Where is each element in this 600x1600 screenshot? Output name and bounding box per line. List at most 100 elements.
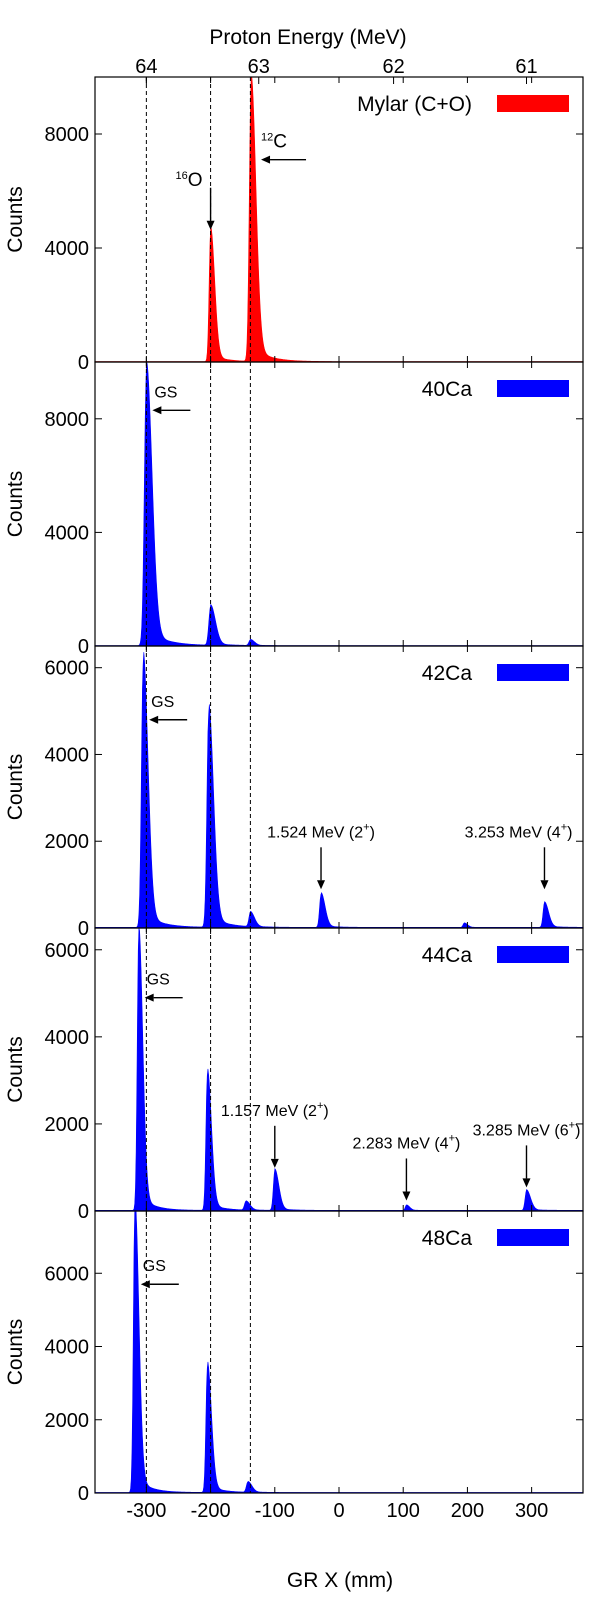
legend-swatch (497, 95, 569, 112)
annotation: 3.253 MeV (4+) (465, 821, 573, 890)
y-axis-label: Counts (4, 471, 27, 538)
spectrum-series (94, 361, 584, 647)
y-tick-label: 6000 (45, 658, 90, 680)
annotation-label: GS (143, 1258, 166, 1275)
y-tick-label: 2000 (45, 1114, 90, 1136)
y-tick-label: 0 (78, 636, 89, 658)
spectrum-series (94, 1210, 584, 1494)
annotation: 3.285 MeV (6+) (473, 1119, 581, 1188)
y-tick-label: 2000 (45, 831, 90, 853)
annotation-arrow-head (140, 1280, 150, 1289)
y-axis-label: Counts (4, 754, 27, 821)
annotation-arrow-head (402, 1191, 411, 1201)
annotation-label: 2.283 MeV (4+) (353, 1132, 461, 1152)
panel-frame (94, 1210, 584, 1494)
annotation: 16O (176, 170, 215, 230)
annotation: 1.524 MeV (2+) (267, 821, 375, 890)
panel-frame (94, 645, 584, 929)
x-tick-label: 200 (451, 1500, 484, 1522)
annotation-arrow (152, 406, 191, 415)
y-tick-label: 8000 (45, 124, 90, 146)
annotation-arrow-head (206, 220, 215, 230)
top-axis-tick-label: 64 (135, 56, 157, 78)
panel-0: 0 4000 8000 Counts Mylar (C+O) 16O 12C (4, 76, 584, 374)
annotation-arrow-head (261, 155, 271, 164)
annotation-arrow (540, 847, 549, 890)
annotation-arrow-head (540, 880, 549, 890)
legend-label: 44Ca (422, 944, 473, 967)
annotation-arrow-head (522, 1178, 531, 1188)
legend-swatch (497, 946, 569, 963)
annotation-arrow (402, 1158, 411, 1201)
y-axis-label: Counts (4, 1036, 27, 1103)
legend-label: Mylar (C+O) (357, 93, 472, 116)
y-tick-label: 0 (78, 1201, 89, 1223)
annotation-label: 1.157 MeV (2+) (221, 1100, 329, 1120)
annotation-arrow (206, 187, 215, 230)
annotation-label: GS (147, 972, 170, 989)
x-axis-title: GR X (mm) (287, 1569, 393, 1592)
y-tick-label: 4000 (45, 238, 90, 260)
panel-frame (94, 927, 584, 1212)
legend-swatch (497, 1229, 569, 1246)
y-tick-label: 4000 (45, 522, 90, 544)
top-axis-tick-label: 62 (382, 56, 404, 78)
y-tick-label: 4000 (45, 1027, 90, 1049)
annotation: 12C (261, 132, 307, 164)
annotation-arrow (317, 847, 326, 890)
annotation-arrow-head (144, 993, 154, 1002)
x-tick-label: -100 (255, 1500, 295, 1522)
top-axis-tick-label: 63 (248, 56, 270, 78)
annotation-label: GS (154, 384, 177, 401)
top-axis-title: Proton Energy (MeV) (209, 26, 406, 49)
spectrum-series (94, 76, 584, 363)
annotation: GS (140, 1258, 179, 1289)
annotation: GS (152, 384, 191, 415)
y-tick-label: 2000 (45, 1410, 90, 1432)
legend-swatch (497, 380, 569, 397)
spectrum-series (94, 927, 584, 1212)
y-tick-label: 4000 (45, 1337, 90, 1359)
x-tick-label: 100 (387, 1500, 420, 1522)
y-tick-label: 4000 (45, 744, 90, 766)
annotation-label: 3.253 MeV (4+) (465, 821, 573, 841)
panel-2: 0 2000 4000 6000 Counts 42Ca GS 1.524 MeV (2+) 3… (4, 645, 584, 940)
y-tick-label: 6000 (45, 940, 90, 962)
x-tick-label: 0 (333, 1500, 344, 1522)
annotation-arrow-head (270, 1158, 279, 1168)
legend-label: 40Ca (422, 378, 473, 401)
annotation-arrow (149, 715, 188, 724)
annotation-label: GS (151, 694, 174, 711)
y-axis-label: Counts (4, 186, 27, 253)
y-tick-label: 8000 (45, 409, 90, 431)
panel-frame (94, 361, 584, 647)
annotation-arrow-head (149, 715, 159, 724)
panels: 64 63 62 61 0 4000 8000 Counts Mylar (C+O) 16O 12C… (4, 56, 584, 1522)
x-tick-label: 300 (515, 1500, 548, 1522)
annotation-label: 16O (176, 170, 203, 191)
annotation: GS (149, 694, 188, 724)
annotation-arrow (140, 1280, 179, 1289)
top-axis-tick-label: 61 (515, 56, 537, 78)
annotation-arrow (270, 1125, 279, 1168)
y-axis-label: Counts (4, 1319, 27, 1386)
annotation: GS (144, 972, 183, 1002)
legend-label: 42Ca (422, 662, 473, 685)
y-tick-label: 0 (78, 352, 89, 374)
annotation: 1.157 MeV (2+) (221, 1100, 329, 1168)
annotation-arrow (522, 1145, 531, 1188)
annotation-arrow-head (152, 406, 162, 415)
x-tick-label: -300 (126, 1500, 166, 1522)
legend-swatch (497, 664, 569, 681)
annotation-label: 3.285 MeV (6+) (473, 1119, 581, 1139)
y-tick-label: 0 (78, 918, 89, 940)
y-tick-label: 0 (78, 1483, 89, 1505)
x-tick-label: -200 (191, 1500, 231, 1522)
annotation-label: 12C (261, 132, 287, 153)
annotation-arrow (144, 993, 183, 1002)
annotation-arrow-head (317, 880, 326, 890)
annotation: 2.283 MeV (4+) (353, 1132, 461, 1201)
annotation-arrow (261, 155, 307, 164)
annotation-label: 1.524 MeV (2+) (267, 821, 375, 841)
